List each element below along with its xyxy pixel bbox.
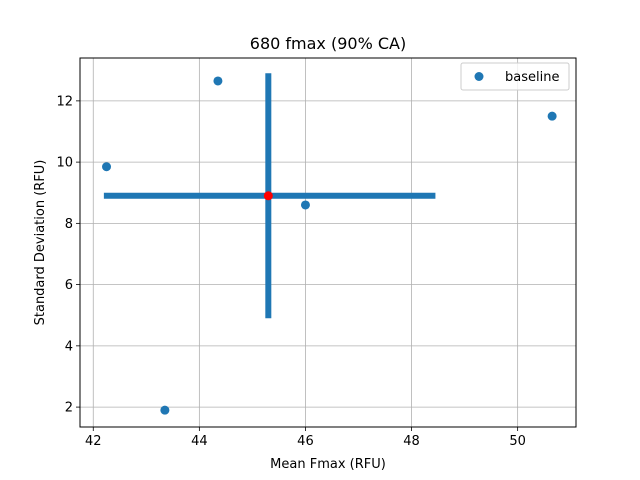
y-tick-label: 6 (65, 278, 73, 293)
x-tick-label: 48 (403, 434, 420, 449)
data-point (102, 162, 112, 172)
x-tick-label: 42 (85, 434, 102, 449)
center-point (263, 191, 273, 201)
data-point (300, 200, 310, 210)
data-point (547, 111, 557, 121)
y-tick-label: 10 (56, 156, 73, 171)
legend-marker (474, 72, 484, 81)
legend: baseline (460, 62, 570, 91)
y-tick-label: 4 (65, 339, 73, 354)
chart-title: 680 fmax (90% CA) (250, 34, 406, 53)
y-axis-label: Standard Deviation (RFU) (33, 160, 48, 326)
axes-frame (79, 57, 577, 428)
y-tick-label: 12 (56, 94, 73, 109)
x-tick-label: 44 (191, 434, 208, 449)
legend-label-baseline: baseline (505, 70, 559, 85)
legend-box (460, 62, 570, 91)
y-tick-label: 8 (65, 217, 73, 232)
data-point (213, 76, 223, 86)
grid-lines (80, 58, 576, 427)
x-axis-label: Mean Fmax (RFU) (270, 457, 386, 472)
x-tick-label: 50 (509, 434, 526, 449)
y-tick-label: 2 (65, 401, 73, 416)
data-point (160, 405, 170, 415)
x-tick-label: 46 (297, 434, 314, 449)
plot-marks (102, 73, 557, 415)
